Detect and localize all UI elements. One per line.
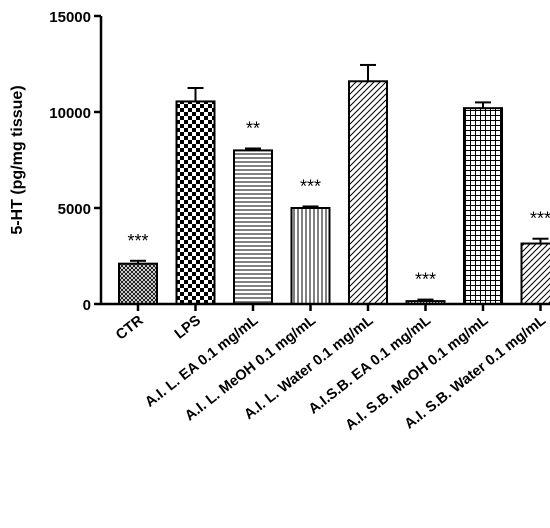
bar-group: *** xyxy=(405,270,446,305)
significance-label: *** xyxy=(127,231,148,251)
bar-group xyxy=(348,63,388,305)
bar-group: ** xyxy=(233,118,273,305)
x-tick-label: CTR xyxy=(113,312,147,343)
bar xyxy=(118,262,158,305)
bar xyxy=(175,100,216,305)
significance-label: *** xyxy=(530,209,550,229)
bars: ************** xyxy=(118,63,550,306)
bar xyxy=(348,80,388,305)
bar xyxy=(463,107,503,305)
bar-group xyxy=(175,87,216,305)
y-axis-label: 5-HT (pg/mg tissue) xyxy=(9,85,26,234)
bar-group: *** xyxy=(520,209,550,306)
significance-label: *** xyxy=(300,176,321,196)
significance-label: *** xyxy=(415,270,436,290)
x-tick-label: LPS xyxy=(172,312,204,342)
bar-group: *** xyxy=(290,176,331,305)
bar xyxy=(290,207,331,305)
bar-group xyxy=(463,101,503,305)
bar xyxy=(233,149,273,305)
y-tick-label: 5000 xyxy=(58,201,91,218)
y-tick-label: 0 xyxy=(83,297,91,314)
y-axis: 0 5000 10000 15000 xyxy=(49,9,103,314)
significance-label: ** xyxy=(246,118,260,138)
y-tick-label: 15000 xyxy=(49,9,91,26)
bar xyxy=(520,242,550,306)
y-tick-label: 10000 xyxy=(49,105,91,122)
bar-group: *** xyxy=(118,231,158,305)
